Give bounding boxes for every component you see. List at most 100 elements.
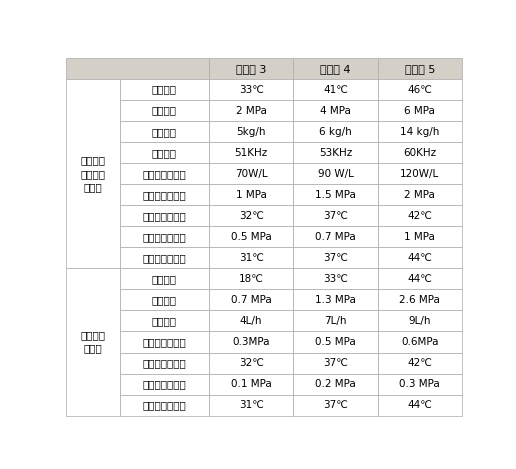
Bar [209,394,294,416]
Bar [120,332,209,353]
Bar [378,394,462,416]
Text: 60KHz: 60KHz [404,148,437,158]
Text: 44℃: 44℃ [408,400,432,410]
Bar [294,289,378,310]
Bar [209,205,294,227]
Text: 14 kg/h: 14 kg/h [400,127,440,136]
Bar [209,121,294,142]
Text: 4 MPa: 4 MPa [320,106,351,116]
Text: 5kg/h: 5kg/h [236,127,266,136]
Text: 51KHz: 51KHz [235,148,268,158]
Text: 9L/h: 9L/h [409,316,431,326]
Text: 二级分离器温度: 二级分离器温度 [142,400,186,410]
Text: 1 MPa: 1 MPa [236,190,267,200]
Text: 超声频率: 超声频率 [152,148,177,158]
Text: 2 MPa: 2 MPa [236,106,267,116]
Text: 一级分离器温度: 一级分离器温度 [142,358,186,368]
Text: 44℃: 44℃ [408,274,432,284]
Text: 一级分离器压力: 一级分离器压力 [142,190,186,200]
Bar [378,142,462,163]
Bar [294,353,378,373]
Bar [120,289,209,310]
Bar [209,310,294,332]
Text: 0.3 MPa: 0.3 MPa [399,379,440,389]
Bar [294,58,378,79]
Text: 70W/L: 70W/L [235,169,267,179]
Bar [209,163,294,184]
Bar [120,121,209,142]
Bar [120,184,209,205]
Text: 32℃: 32℃ [239,211,264,221]
Text: 31℃: 31℃ [239,400,264,410]
Text: 1 MPa: 1 MPa [405,232,436,242]
Bar [67,79,120,268]
Bar [120,310,209,332]
Text: 42℃: 42℃ [408,358,432,368]
Text: 37℃: 37℃ [323,358,348,368]
Text: 实施例 5: 实施例 5 [405,64,435,74]
Bar [209,100,294,121]
Text: 0.3MPa: 0.3MPa [232,337,270,347]
Bar [378,205,462,227]
Text: 2 MPa: 2 MPa [405,190,436,200]
Bar [209,79,294,100]
Text: 1.5 MPa: 1.5 MPa [315,190,356,200]
Bar [294,373,378,394]
Bar [378,184,462,205]
Text: 液氮流量: 液氮流量 [152,316,177,326]
Bar [120,142,209,163]
Bar [67,58,209,79]
Text: 33℃: 33℃ [323,274,348,284]
Bar [120,394,209,416]
Bar [378,100,462,121]
Text: 一级分离器温度: 一级分离器温度 [142,211,186,221]
Text: 90 W/L: 90 W/L [317,169,353,179]
Bar [209,289,294,310]
Text: 0.1 MPa: 0.1 MPa [231,379,271,389]
Bar [294,332,378,353]
Text: 萌取温度: 萌取温度 [152,84,177,95]
Bar [67,268,120,416]
Text: 一级分离器压力: 一级分离器压力 [142,337,186,347]
Text: 丙烷流量: 丙烷流量 [152,127,177,136]
Bar [209,184,294,205]
Text: 0.5 MPa: 0.5 MPa [231,232,271,242]
Bar [378,373,462,394]
Bar [120,79,209,100]
Bar [378,79,462,100]
Text: 32℃: 32℃ [239,358,264,368]
Bar [120,268,209,289]
Text: 7L/h: 7L/h [324,316,347,326]
Text: 实施例 4: 实施例 4 [320,64,351,74]
Bar [294,163,378,184]
Text: 44℃: 44℃ [408,253,432,263]
Bar [294,310,378,332]
Bar [209,58,294,79]
Bar [209,247,294,268]
Bar [120,373,209,394]
Bar [378,353,462,373]
Text: 萌取压力: 萌取压力 [152,295,177,305]
Text: 实施例 3: 实施例 3 [236,64,266,74]
Bar [120,247,209,268]
Text: 4L/h: 4L/h [240,316,263,326]
Bar [294,142,378,163]
Bar [209,142,294,163]
Bar [294,79,378,100]
Bar [378,163,462,184]
Bar [378,121,462,142]
Text: 1.3 MPa: 1.3 MPa [315,295,356,305]
Bar [378,310,462,332]
Bar [209,332,294,353]
Bar [120,100,209,121]
Bar [120,227,209,247]
Text: 0.2 MPa: 0.2 MPa [315,379,356,389]
Bar [294,205,378,227]
Text: 46℃: 46℃ [408,84,432,95]
Bar [378,227,462,247]
Bar [209,373,294,394]
Bar [378,58,462,79]
Text: 萌取温度: 萌取温度 [152,274,177,284]
Bar [294,184,378,205]
Text: 31℃: 31℃ [239,253,264,263]
